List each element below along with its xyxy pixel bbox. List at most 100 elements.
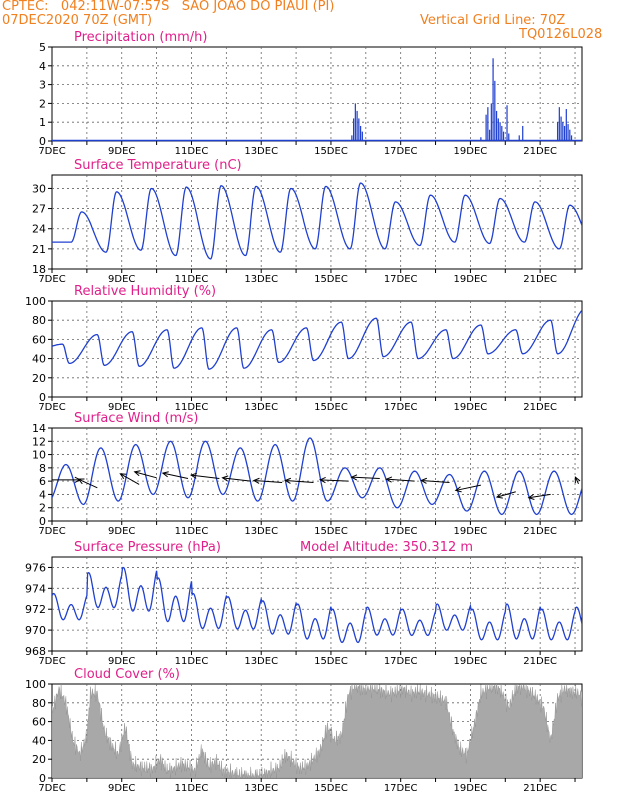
x-tick-label: 17DEC (384, 402, 418, 413)
precip-bar (506, 105, 508, 141)
x-tick-label: 11DEC (175, 656, 209, 667)
wind-arrow (455, 484, 481, 491)
x-tick-label: 9DEC (108, 783, 135, 794)
x-tick-label: 7DEC (38, 402, 65, 413)
x-tick-label: 13DEC (244, 274, 278, 285)
x-tick-label: 11DEC (175, 402, 209, 413)
x-tick-label: 9DEC (108, 526, 135, 537)
plot-frame (51, 174, 583, 270)
y-tick-label: 970 (25, 624, 46, 637)
y-tick-label: 24 (32, 223, 46, 236)
precip-bar (353, 118, 355, 141)
precip-bar (501, 125, 503, 141)
x-tick-label: 11DEC (175, 526, 209, 537)
y-tick-label: 2 (39, 502, 46, 515)
x-tick-label: 13DEC (244, 783, 278, 794)
wind-arrow-head (189, 472, 197, 479)
run-date: 07DEC2020 70Z (GMT) (2, 13, 153, 28)
precip-bar (359, 125, 362, 141)
y-tick-label: 1 (39, 116, 46, 129)
x-tick-label: 7DEC (38, 526, 65, 537)
precip-bar (495, 110, 498, 141)
precip-bar (485, 114, 487, 141)
x-tick-label: 17DEC (384, 274, 418, 285)
precip-bar (497, 118, 499, 141)
x-tick-label: 7DEC (38, 274, 65, 285)
x-tick-label: 11DEC (175, 783, 209, 794)
precip-bar (358, 118, 360, 141)
wind-arrow-head (495, 492, 503, 499)
y-tick-label: 3 (39, 79, 46, 92)
x-tick-label: 7DEC (38, 656, 65, 667)
x-tick-label: 19DEC (454, 146, 488, 157)
rh-line (52, 309, 582, 370)
x-tick-label: 9DEC (108, 146, 135, 157)
wind-arrow-head (318, 477, 326, 484)
y-tick-label: 0 (39, 772, 46, 785)
x-tick-label: 19DEC (454, 274, 488, 285)
cloud-area (52, 684, 582, 778)
x-tick-label: 17DEC (384, 783, 418, 794)
panel-rh: Relative Humidity (%) 0 20 40 60 80 100 7DEC 9DE… (25, 284, 583, 413)
wind-arrow-head (350, 474, 358, 481)
y-tick-label: 18 (32, 263, 46, 276)
y-tick-label: 2 (39, 97, 46, 110)
precip-bar (351, 135, 353, 141)
precip-bar (565, 109, 567, 141)
wind-arrow (191, 474, 220, 479)
wind-arrow-head (221, 475, 229, 482)
x-tick-label: 15DEC (314, 274, 348, 285)
plot-frame (51, 556, 583, 652)
panel-title: Surface Temperature (nC) (74, 158, 242, 173)
panel-temp: Surface Temperature (nC) 18 21 24 27 30 7DEC 9D… (32, 158, 583, 285)
x-tick-label: 15DEC (314, 783, 348, 794)
precip-bar (354, 103, 356, 141)
x-tick-label: 21DEC (523, 656, 557, 667)
y-tick-label: 40 (32, 734, 46, 747)
x-tick-label: 9DEC (108, 656, 135, 667)
precip-bar (567, 124, 569, 141)
y-tick-label: 40 (32, 353, 46, 366)
precip-bar (502, 131, 505, 141)
x-tick-label: 13DEC (244, 656, 278, 667)
y-tick-label: 8 (39, 462, 46, 475)
wind-arrow (78, 478, 98, 489)
pressure-line (52, 566, 582, 644)
wind-arrow-head (119, 473, 127, 480)
precip-bar (508, 133, 510, 141)
x-tick-label: 19DEC (454, 526, 488, 537)
precip-bar (361, 131, 363, 141)
precip-bar (492, 58, 494, 141)
wind-arrow-head (284, 477, 292, 484)
precip-bar (499, 122, 501, 141)
plot-frame (51, 46, 583, 142)
wind-arrow-head (527, 493, 535, 501)
wind-arrow (134, 471, 157, 479)
temp-line (52, 182, 582, 260)
x-tick-label: 15DEC (314, 402, 348, 413)
precip-bar (487, 107, 489, 141)
x-tick-label: 9DEC (108, 274, 135, 285)
precip-bar (569, 129, 571, 141)
wind-arrow (386, 478, 415, 482)
y-tick-label: 4 (39, 60, 46, 73)
wind-arrow-head (574, 476, 581, 484)
x-tick-label: 21DEC (523, 402, 557, 413)
panel-title: Precipitation (mm/h) (74, 30, 207, 45)
y-tick-label: 6 (39, 475, 46, 488)
y-tick-label: 30 (32, 182, 46, 195)
plot-frame (51, 427, 583, 522)
y-tick-label: 0 (39, 391, 46, 404)
x-tick-label: 11DEC (175, 274, 209, 285)
y-tick-label: 80 (32, 697, 46, 710)
x-tick-label: 21DEC (523, 146, 557, 157)
y-tick-label: 20 (32, 372, 46, 385)
x-tick-label: 17DEC (384, 146, 418, 157)
y-tick-label: 10 (32, 449, 46, 462)
x-tick-label: 19DEC (454, 783, 488, 794)
wind-arrow (496, 491, 516, 498)
y-tick-label: 100 (25, 295, 46, 308)
panel-title: Relative Humidity (%) (74, 284, 216, 299)
x-tick-label: 13DEC (244, 146, 278, 157)
